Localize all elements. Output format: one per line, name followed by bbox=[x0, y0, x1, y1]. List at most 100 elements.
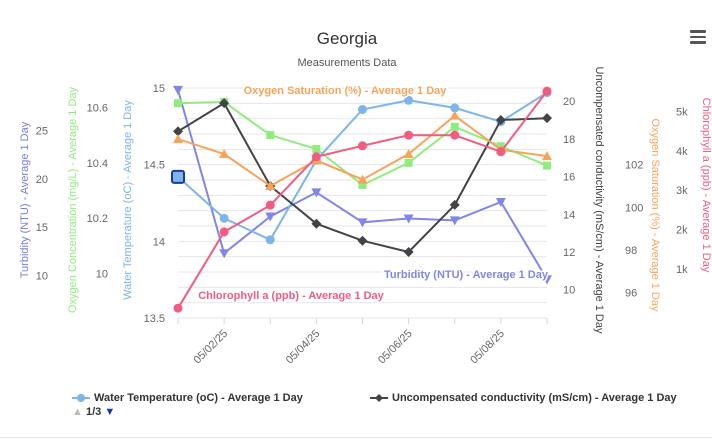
data-point bbox=[404, 95, 414, 105]
y-tick-label-oxygen_sat: 96 bbox=[625, 287, 637, 299]
data-point bbox=[358, 104, 367, 114]
legend-item-water-temperature[interactable]: Water Temperature (oC) - Average 1 Day bbox=[72, 392, 303, 410]
data-point bbox=[403, 247, 414, 258]
divider bbox=[0, 437, 712, 438]
data-point bbox=[173, 85, 183, 95]
y-tick-label-turbidity: 10 bbox=[36, 270, 48, 282]
y-tick-label-water_temp: 14.5 bbox=[144, 160, 165, 172]
y-tick-label-conductivity: 16 bbox=[563, 172, 575, 184]
hamburger-menu-icon[interactable] bbox=[690, 30, 706, 44]
data-point bbox=[174, 99, 182, 108]
y-tick-label-water_temp: 14 bbox=[153, 236, 165, 248]
series-line-water_temp bbox=[177, 91, 548, 242]
data-point bbox=[173, 134, 183, 144]
triangle-up-icon[interactable]: ▲ bbox=[72, 406, 83, 418]
data-point bbox=[219, 98, 230, 109]
data-point bbox=[312, 144, 321, 153]
y-axis-title-oxygen_conc: Oxygen Concentration (mg/L) - Average 1 … bbox=[67, 86, 79, 313]
annotations: Oxygen Saturation (%) - Average 1 Day Tur… bbox=[197, 84, 551, 304]
legend-label: Water Temperature (oC) - Average 1 Day bbox=[94, 392, 303, 404]
y-tick-label-chlorophyll: 2k bbox=[676, 225, 688, 237]
chart-title: Georgia bbox=[317, 29, 378, 48]
data-point bbox=[266, 131, 275, 140]
y-tick-label-chlorophyll: 1k bbox=[676, 264, 688, 276]
data-point bbox=[449, 199, 460, 210]
data-point bbox=[219, 249, 230, 259]
data-point bbox=[311, 218, 322, 229]
triangle-down-icon[interactable]: ▼ bbox=[104, 406, 116, 418]
series-conductivity bbox=[173, 98, 552, 258]
y-tick-label-water_temp: 15 bbox=[153, 83, 165, 95]
y-tick-label-oxygen_sat: 100 bbox=[625, 202, 643, 214]
x-tick-label: 05/04/25 bbox=[284, 328, 323, 367]
series-turbidity bbox=[173, 85, 552, 285]
y-tick-label-conductivity: 12 bbox=[563, 247, 575, 259]
y-axis-title-conductivity: Uncompensated conductivity (mS/cm) - Ave… bbox=[593, 67, 605, 334]
data-point bbox=[219, 149, 230, 159]
x-tick-label: 05/06/25 bbox=[376, 328, 415, 367]
y-tick-label-oxygen_conc: 10 bbox=[96, 269, 108, 281]
data-point bbox=[542, 151, 552, 161]
series-annotation: Turbidity (NTU) - Average 1 Day bbox=[384, 269, 549, 281]
data-point bbox=[358, 141, 367, 151]
data-point bbox=[404, 158, 413, 167]
legend-label: Uncompensated conductivity (mS/cm) - Ave… bbox=[392, 392, 677, 404]
series-annotation: Chlorophyll a (ppb) - Average 1 Day bbox=[198, 290, 384, 302]
data-point bbox=[450, 122, 459, 131]
data-point bbox=[542, 86, 552, 96]
data-point bbox=[496, 147, 506, 157]
data-point bbox=[219, 227, 229, 237]
legend-page-label: 1/3 bbox=[85, 406, 102, 418]
data-point bbox=[358, 180, 367, 189]
y-tick-label-turbidity: 15 bbox=[36, 222, 48, 234]
legend-pager: ▲ 1/3 ▼ bbox=[72, 406, 115, 418]
data-point bbox=[173, 303, 183, 313]
data-point bbox=[173, 126, 183, 137]
y-axis-title-oxygen_sat: Oxygen Saturation (%) - Average 1 Day bbox=[649, 118, 661, 312]
data-point bbox=[265, 200, 275, 210]
y-tick-label-turbidity: 20 bbox=[36, 174, 48, 186]
y-tick-label-turbidity: 25 bbox=[36, 126, 48, 138]
data-point bbox=[403, 214, 414, 224]
x-tick-label: 05/08/25 bbox=[468, 328, 507, 367]
y-tick-label-conductivity: 14 bbox=[563, 209, 575, 221]
data-point bbox=[311, 188, 322, 198]
data-point bbox=[403, 149, 414, 159]
y-tick-label-conductivity: 10 bbox=[563, 285, 575, 297]
y-tick-label-water_temp: 13.5 bbox=[144, 313, 165, 325]
y-tick-label-chlorophyll: 5k bbox=[676, 107, 688, 119]
data-point bbox=[543, 161, 551, 170]
y-tick-label-oxygen_conc: 10.4 bbox=[87, 158, 108, 170]
data-point bbox=[495, 198, 506, 208]
y-tick-label-chlorophyll: 3k bbox=[676, 185, 688, 197]
series-chlorophyll bbox=[173, 86, 552, 313]
data-point bbox=[265, 180, 276, 190]
y-axis-title-turbidity: Turbidity (NTU) - Average 1 Day bbox=[19, 121, 31, 278]
y-axis-title-chlorophyll: Chlorophyll a (ppb) - Average 1 Day bbox=[700, 98, 712, 273]
data-point bbox=[542, 113, 552, 124]
y-tick-label-oxygen_sat: 102 bbox=[625, 160, 643, 172]
y-tick-label-chlorophyll: 4k bbox=[676, 146, 688, 158]
data-point bbox=[265, 235, 275, 245]
data-point bbox=[450, 103, 460, 113]
x-tick-label: 05/02/25 bbox=[191, 328, 230, 367]
series bbox=[171, 85, 552, 313]
data-point bbox=[449, 110, 460, 120]
series-annotation: Oxygen Saturation (%) - Average 1 Day bbox=[244, 85, 448, 97]
y-tick-label-oxygen_sat: 98 bbox=[625, 245, 637, 257]
data-point bbox=[542, 275, 552, 285]
data-point bbox=[450, 130, 460, 140]
data-point bbox=[311, 152, 321, 162]
highlighted-point[interactable] bbox=[171, 169, 185, 184]
data-point bbox=[265, 212, 276, 222]
circle-marker-icon bbox=[72, 394, 90, 403]
data-point bbox=[495, 115, 506, 126]
chart-subtitle: Measurements Data bbox=[297, 57, 397, 69]
y-axis-title-water_temp: Water Temperature (oC) - Average 1 Day bbox=[122, 100, 134, 300]
data-point bbox=[357, 174, 368, 184]
y-tick-label-oxygen_conc: 10.2 bbox=[87, 213, 108, 225]
y-tick-label-oxygen_conc: 10.6 bbox=[87, 102, 108, 114]
legend-item-conductivity[interactable]: Uncompensated conductivity (mS/cm) - Ave… bbox=[370, 392, 677, 410]
y-tick-label-conductivity: 20 bbox=[563, 96, 575, 108]
